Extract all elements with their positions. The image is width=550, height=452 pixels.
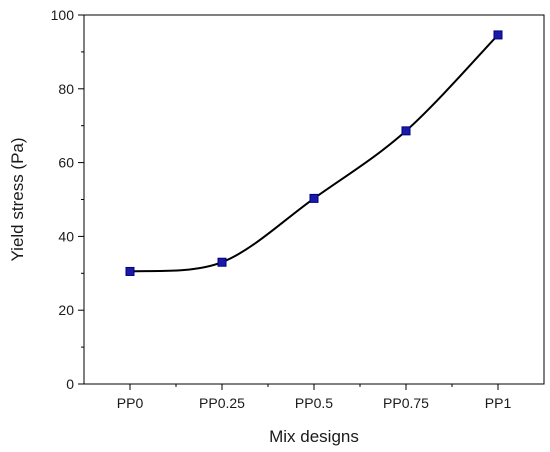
data-point bbox=[217, 257, 227, 267]
x-tick-label: PP0.25 bbox=[199, 395, 245, 411]
x-tick-label: PP0.5 bbox=[295, 395, 333, 411]
x-tick-label: PP1 bbox=[485, 395, 512, 411]
data-point bbox=[401, 126, 411, 136]
y-tick-label: 60 bbox=[58, 155, 74, 171]
data-point bbox=[309, 193, 319, 203]
y-tick-label: 20 bbox=[58, 302, 74, 318]
x-tick-label: PP0 bbox=[117, 395, 144, 411]
series-line bbox=[129, 34, 499, 273]
x-axis-title: Mix designs bbox=[269, 427, 359, 446]
x-axis-ticks: PP0 PP0.25 PP0.5 PP0.75 PP1 bbox=[117, 384, 512, 411]
y-axis-title: Yield stress (Pa) bbox=[8, 137, 27, 261]
data-point bbox=[125, 266, 135, 276]
x-tick-label: PP0.75 bbox=[383, 395, 429, 411]
y-tick-label: 80 bbox=[58, 81, 74, 97]
y-tick-label: 100 bbox=[51, 7, 75, 23]
data-point bbox=[493, 30, 503, 40]
y-tick-label: 40 bbox=[58, 228, 74, 244]
y-tick-label: 0 bbox=[66, 376, 74, 392]
y-axis-ticks: 0 20 40 60 80 100 bbox=[51, 7, 84, 392]
series-group bbox=[125, 30, 503, 276]
